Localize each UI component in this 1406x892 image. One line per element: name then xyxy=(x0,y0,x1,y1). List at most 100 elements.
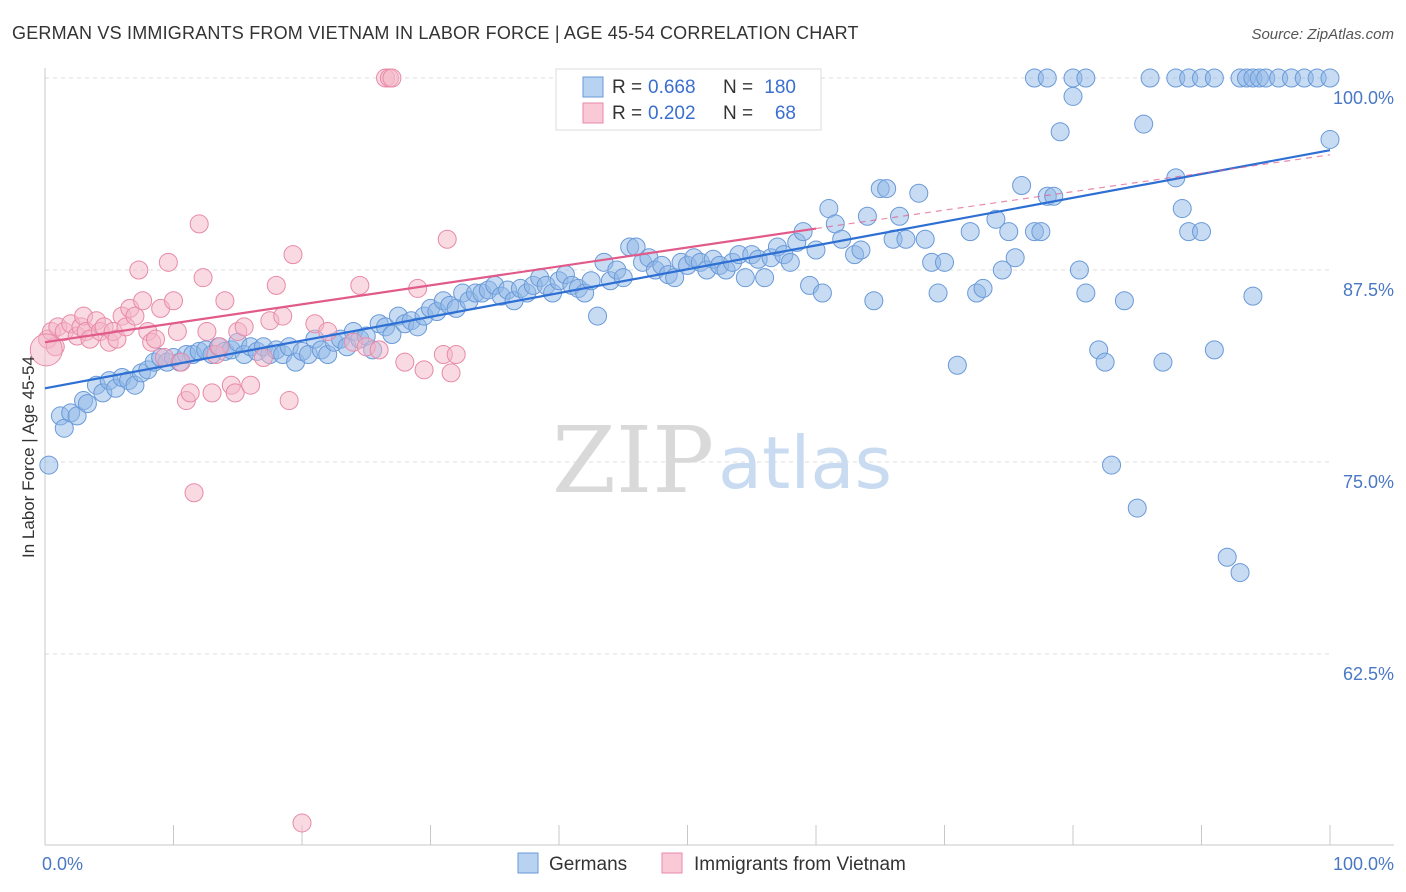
watermark-zip: ZIP xyxy=(552,407,714,514)
vietnam-point-43 xyxy=(225,383,245,403)
german-point-163 xyxy=(1172,199,1192,219)
german-point-153 xyxy=(1069,260,1089,280)
vietnam-point-40 xyxy=(210,337,230,357)
german-point-137 xyxy=(935,252,954,272)
german-point-148 xyxy=(1031,222,1051,242)
vietnam-point-59 xyxy=(369,340,389,360)
vietnam-point-49 xyxy=(266,275,286,295)
vietnam-point-52 xyxy=(283,245,303,265)
german-point-169 xyxy=(1243,286,1263,306)
vietnam-point-63 xyxy=(395,352,415,372)
vietnam-point-28 xyxy=(158,252,178,272)
german-point-178 xyxy=(1204,68,1224,88)
y-axis-label: In Labor Force | Age 45-54 xyxy=(19,356,38,558)
chart-title: GERMAN VS IMMIGRANTS FROM VIETNAM IN LAB… xyxy=(12,23,859,43)
stats-legend-swatch-germans xyxy=(582,76,604,98)
german-point-53 xyxy=(382,325,402,345)
series-vietnam-points xyxy=(29,68,466,833)
german-point-144 xyxy=(999,222,1019,242)
stats-legend-n-label-2: N = xyxy=(723,103,753,124)
y-tick-label-3: 62.5% xyxy=(1343,664,1394,684)
y-tick-labels: 100.0% 87.5% 75.0% 62.5% xyxy=(1333,88,1394,684)
bottom-legend-swatch-vietnam xyxy=(661,852,683,874)
german-point-131 xyxy=(890,206,910,226)
german-point-158 xyxy=(1114,291,1134,311)
german-point-157 xyxy=(1102,455,1122,475)
german-point-168 xyxy=(1230,563,1250,583)
vietnam-point-33 xyxy=(180,383,200,403)
trend-line-germans xyxy=(44,149,1331,390)
german-point-115 xyxy=(780,252,800,272)
german-point-145 xyxy=(1005,248,1025,268)
vietnam-point-34 xyxy=(184,483,204,503)
watermark: ZIP atlas xyxy=(552,407,892,514)
vietnam-point-22 xyxy=(133,291,153,311)
german-point-139 xyxy=(960,222,980,242)
grid-lines xyxy=(45,77,1330,655)
vietnam-point-47 xyxy=(253,348,273,368)
german-point-134 xyxy=(915,229,935,249)
german-point-159 xyxy=(1127,498,1147,518)
stats-legend-r-label-1: R = xyxy=(612,77,642,98)
german-point-160 xyxy=(1134,114,1154,134)
vietnam-point-62 xyxy=(382,68,402,88)
trend-line-vietnam xyxy=(44,227,817,344)
vietnam-point-50 xyxy=(273,306,293,326)
vietnam-point-37 xyxy=(197,321,217,341)
vietnam-point-25 xyxy=(146,329,166,349)
german-point-89 xyxy=(613,268,633,288)
german-point-154 xyxy=(1076,283,1096,303)
stats-legend-n-value-1: 180 xyxy=(764,77,796,98)
vietnam-point-46 xyxy=(241,375,261,395)
german-point-166 xyxy=(1204,340,1224,360)
y-tick-label-1: 87.5% xyxy=(1343,280,1394,300)
german-point-6 xyxy=(77,394,97,414)
german-point-138 xyxy=(947,355,967,375)
vietnam-point-51 xyxy=(279,391,299,411)
vietnam-point-20 xyxy=(125,306,145,326)
german-point-151 xyxy=(1050,122,1070,142)
german-point-142 xyxy=(986,209,1006,229)
german-point-165 xyxy=(1192,222,1211,242)
vietnam-point-36 xyxy=(193,268,213,288)
german-point-141 xyxy=(973,278,993,298)
bottom-legend-label-vietnam: Immigrants from Vietnam xyxy=(694,854,906,875)
stats-legend-swatch-vietnam xyxy=(582,102,604,124)
y-tick-label-2: 75.0% xyxy=(1343,472,1394,492)
german-point-188 xyxy=(1320,129,1340,149)
vietnam-point-53 xyxy=(292,813,312,833)
vietnam-point-29 xyxy=(164,291,183,311)
vietnam-point-45 xyxy=(234,317,254,337)
german-point-189 xyxy=(1320,68,1340,88)
x-tick-label-min: 0.0% xyxy=(42,854,83,874)
german-point-127 xyxy=(864,291,884,311)
trend-line-vietnam-extension xyxy=(815,154,1331,230)
stats-legend-r-label-2: R = xyxy=(612,103,642,124)
stats-legend-r-value-1: 0.668 xyxy=(648,77,696,98)
vietnam-point-57 xyxy=(350,275,370,295)
vietnam-point-68 xyxy=(441,363,461,383)
bottom-legend-swatch-germans xyxy=(517,852,539,874)
german-point-111 xyxy=(755,268,775,288)
vietnam-point-41 xyxy=(215,291,235,311)
bottom-legend-label-germans: Germans xyxy=(549,854,627,875)
bottom-legend: Germans Immigrants from Vietnam xyxy=(517,852,906,875)
german-point-174 xyxy=(1140,68,1160,88)
german-point-161 xyxy=(1153,352,1173,372)
y-tick-label-0: 100.0% xyxy=(1333,88,1394,108)
german-point-171 xyxy=(1037,68,1057,88)
german-point-133 xyxy=(909,183,929,203)
vietnam-point-38 xyxy=(202,383,222,403)
trend-lines xyxy=(44,149,1331,390)
stats-legend-n-value-2: 68 xyxy=(775,103,796,124)
vietnam-point-65 xyxy=(414,360,434,380)
german-point-129 xyxy=(877,179,897,199)
stats-legend-r-value-2: 0.202 xyxy=(648,103,696,124)
vietnam-point-67 xyxy=(437,229,457,249)
german-point-167 xyxy=(1217,547,1237,567)
stats-legend: R = 0.668 N = 180 R = 0.202 N = 68 xyxy=(555,68,822,131)
vietnam-point-69 xyxy=(446,344,466,364)
vietnam-point-35 xyxy=(189,214,209,234)
german-point-152 xyxy=(1063,86,1083,106)
